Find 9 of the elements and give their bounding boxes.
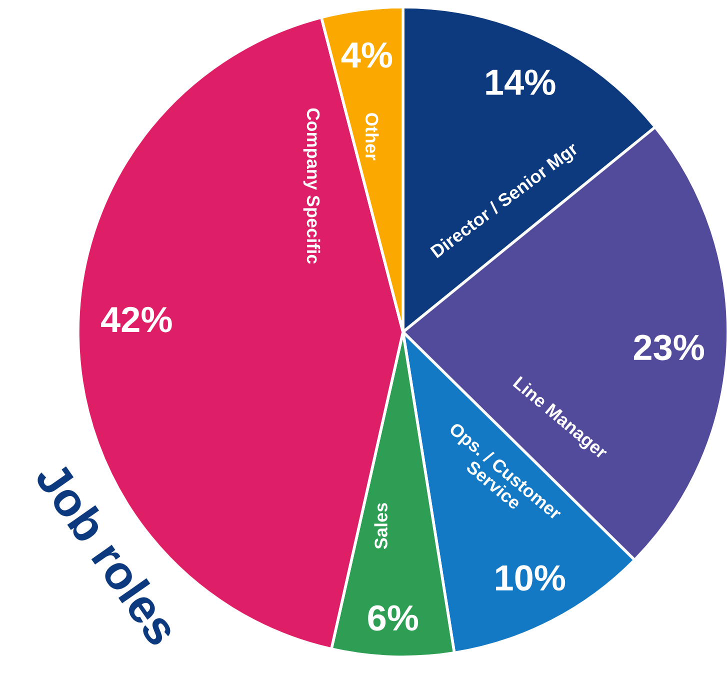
data-label: 6%: [368, 605, 418, 631]
data-label: 14%: [486, 70, 556, 96]
slice-label: Sales: [374, 503, 388, 550]
data-label: 42%: [101, 306, 172, 332]
data-label: 4%: [341, 42, 392, 68]
slice-label: Company Specific: [303, 108, 320, 264]
data-label: 23%: [634, 334, 704, 360]
data-label: 10%: [496, 565, 566, 591]
slice-label: Other: [365, 113, 379, 160]
